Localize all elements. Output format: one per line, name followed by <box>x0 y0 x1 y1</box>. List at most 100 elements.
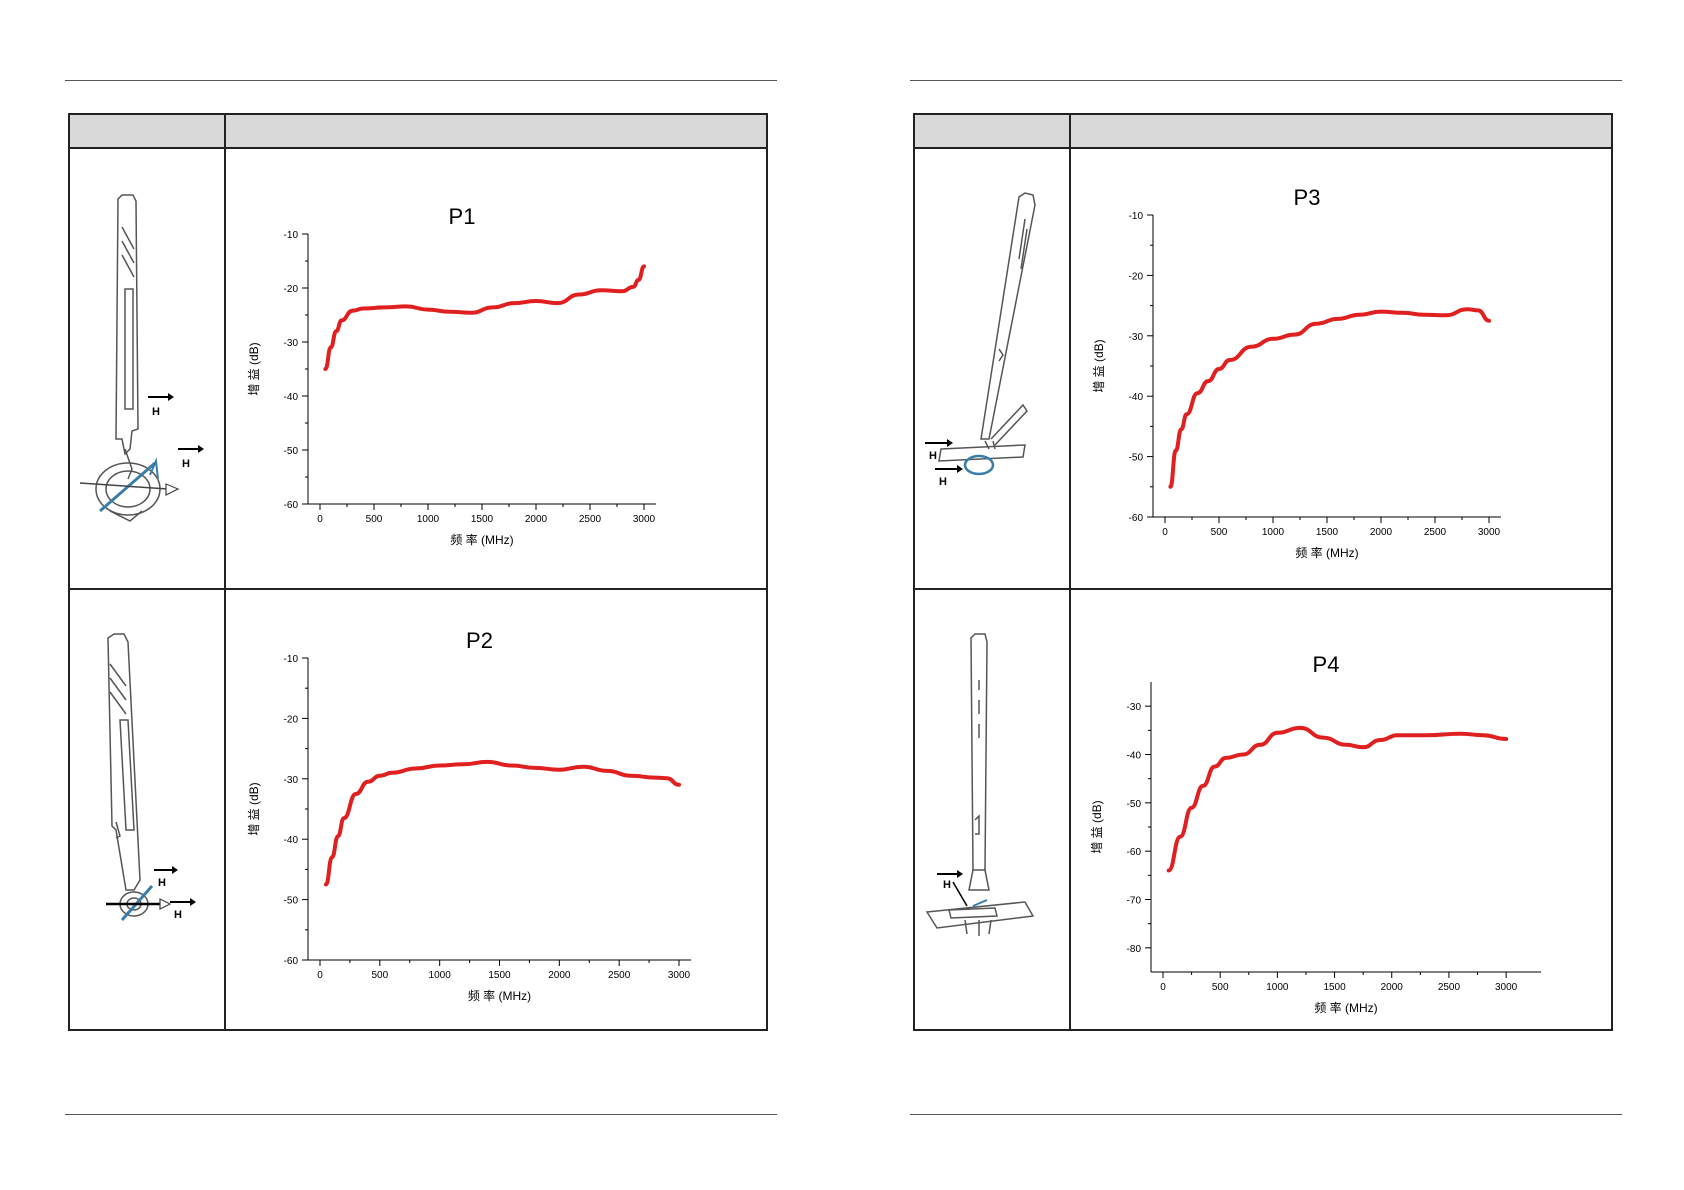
x-tick-label: 3000 <box>633 514 656 525</box>
y-tick-label: -20 <box>284 284 299 295</box>
chart-cell: -10 -20 -30 -40 -50 -60 0 500 1000 1500 2000 2500 30… <box>224 588 768 1031</box>
y-tick-label: -70 <box>1127 896 1142 907</box>
field-label: H <box>152 406 160 418</box>
x-tick-label: 0 <box>1160 982 1166 993</box>
probe-illustration-loop-on-board: H H <box>925 192 1036 488</box>
y-tick-label: -60 <box>1127 847 1142 858</box>
y-tick-label: -40 <box>1129 392 1144 403</box>
x-tick-label: 2500 <box>1438 982 1461 993</box>
chart-cell: -10 -20 -30 -40 -50 -60 0 500 1000 1500 2000 2500 30… <box>224 147 768 590</box>
header-cell-chart <box>224 113 768 149</box>
chart-title: P1 <box>449 204 476 229</box>
field-label: H <box>174 909 182 921</box>
x-axis-label: 频 率 (MHz) <box>1314 1000 1377 1015</box>
chart-p2: -10 -20 -30 -40 -50 -60 0 500 1000 1500 2000 2500 30… <box>247 628 691 1003</box>
y-tick-label: -60 <box>284 956 299 967</box>
y-tick-label: -10 <box>1129 211 1144 222</box>
y-tick-label: -50 <box>284 446 299 457</box>
y-tick-label: -20 <box>1129 271 1144 282</box>
bottom-rule <box>65 1114 777 1115</box>
field-label: H <box>943 879 951 891</box>
x-tick-label: 1000 <box>1266 982 1289 993</box>
bottom-rule <box>910 1114 1622 1115</box>
top-rule <box>65 80 777 81</box>
x-tick-label: 500 <box>1212 982 1229 993</box>
y-axis-label: 增 益 (dB) <box>247 342 261 395</box>
page-right: H H -10 -20 -30 -40 -50 -60 0 500 1000 1500 2000 25… <box>842 0 1684 1190</box>
y-tick-label: -20 <box>284 714 299 725</box>
x-tick-label: 2000 <box>1370 527 1393 538</box>
top-rule <box>910 80 1622 81</box>
chart-title: P3 <box>1294 185 1321 210</box>
x-tick-label: 1500 <box>488 970 511 981</box>
x-tick-label: 2500 <box>608 970 631 981</box>
table-row: H H -10 -20 -30 -40 -50 -60 0 500 1000 1500 2000 25… <box>68 147 768 590</box>
x-tick-label: 3000 <box>1478 527 1501 538</box>
y-tick-label: -40 <box>284 392 299 403</box>
table-header-row <box>913 113 1613 149</box>
x-tick-label: 0 <box>317 970 323 981</box>
probe-illustration-vertical-on-board: H <box>925 633 1035 936</box>
series-line <box>324 759 681 887</box>
x-tick-label: 3000 <box>668 970 691 981</box>
x-tick-label: 3000 <box>1495 982 1518 993</box>
probe-cell: H H <box>68 147 226 590</box>
x-tick-label: 1500 <box>471 514 494 525</box>
x-tick-label: 1000 <box>417 514 440 525</box>
y-tick-label: -30 <box>1127 702 1142 713</box>
x-tick-label: 500 <box>366 514 383 525</box>
y-tick-label: -10 <box>284 654 299 665</box>
x-tick-label: 2000 <box>548 970 571 981</box>
table-row: H H -10 -20 -30 -40 -50 -60 0 500 1000 1500 2000 25… <box>68 588 768 1031</box>
x-tick-label: 2000 <box>1381 982 1404 993</box>
field-label: H <box>929 450 937 462</box>
table-row: H H -10 -20 -30 -40 -50 -60 0 500 1000 1500 2000 25… <box>913 147 1613 590</box>
x-axis-label: 频 率 (MHz) <box>450 532 513 547</box>
x-tick-label: 0 <box>1162 527 1168 538</box>
field-label: H <box>158 877 166 889</box>
chart-p3: -10 -20 -30 -40 -50 -60 0 500 1000 1500 2000 2500 30… <box>1092 185 1501 560</box>
y-tick-label: -50 <box>1127 799 1142 810</box>
y-tick-label: -80 <box>1127 944 1142 955</box>
x-tick-label: 1000 <box>429 970 452 981</box>
y-tick-label: -30 <box>284 775 299 786</box>
x-tick-label: 1000 <box>1262 527 1285 538</box>
y-axis-label: 增 益 (dB) <box>1090 800 1104 853</box>
y-tick-label: -40 <box>1127 751 1142 762</box>
probe-cell: H <box>913 588 1071 1031</box>
chart-title: P4 <box>1313 652 1340 677</box>
measurement-table: H H -10 -20 -30 -40 -50 -60 0 500 1000 1500 2000 25… <box>913 113 1613 1031</box>
series-line <box>323 264 646 371</box>
x-tick-label: 0 <box>317 514 323 525</box>
page-left: H H -10 -20 -30 -40 -50 -60 0 500 1000 1500 2000 25… <box>65 80 777 1115</box>
probe-cell: H H <box>68 588 226 1031</box>
y-tick-label: -30 <box>284 338 299 349</box>
field-label: H <box>939 476 947 488</box>
chart-p4: -30 -40 -50 -60 -70 -80 0 500 1000 1500 2000 2500 30… <box>1090 652 1541 1015</box>
x-tick-label: 2500 <box>1424 527 1447 538</box>
probe-illustration-loop-small: H H <box>106 633 196 921</box>
y-tick-label: -50 <box>1129 453 1144 464</box>
chart-cell: -10 -20 -30 -40 -50 -60 0 500 1000 1500 2000 2500 30… <box>1069 147 1613 590</box>
table-row: H -30 -40 -50 -60 -70 -80 0 500 1000 1500 2000 2500… <box>913 588 1613 1031</box>
probe-cell: H H <box>913 147 1071 590</box>
x-axis-label: 频 率 (MHz) <box>468 988 531 1003</box>
x-axis-label: 频 率 (MHz) <box>1295 545 1358 560</box>
y-tick-label: -60 <box>284 500 299 511</box>
x-tick-label: 500 <box>371 970 388 981</box>
x-tick-label: 2000 <box>525 514 548 525</box>
header-cell-probe <box>68 113 226 149</box>
field-label: H <box>182 458 190 470</box>
x-tick-label: 2500 <box>579 514 602 525</box>
series-line <box>1166 725 1509 873</box>
x-tick-label: 1500 <box>1316 527 1339 538</box>
y-tick-label: -10 <box>284 230 299 241</box>
chart-title: P2 <box>466 628 493 653</box>
probe-illustration-loop-horizontal: H H <box>79 194 204 522</box>
y-tick-label: -30 <box>1129 332 1144 343</box>
y-tick-label: -40 <box>284 835 299 846</box>
series-line <box>1168 307 1491 489</box>
x-tick-label: 1500 <box>1323 982 1346 993</box>
y-axis-label: 增 益 (dB) <box>1092 339 1106 392</box>
y-tick-label: -60 <box>1129 513 1144 524</box>
